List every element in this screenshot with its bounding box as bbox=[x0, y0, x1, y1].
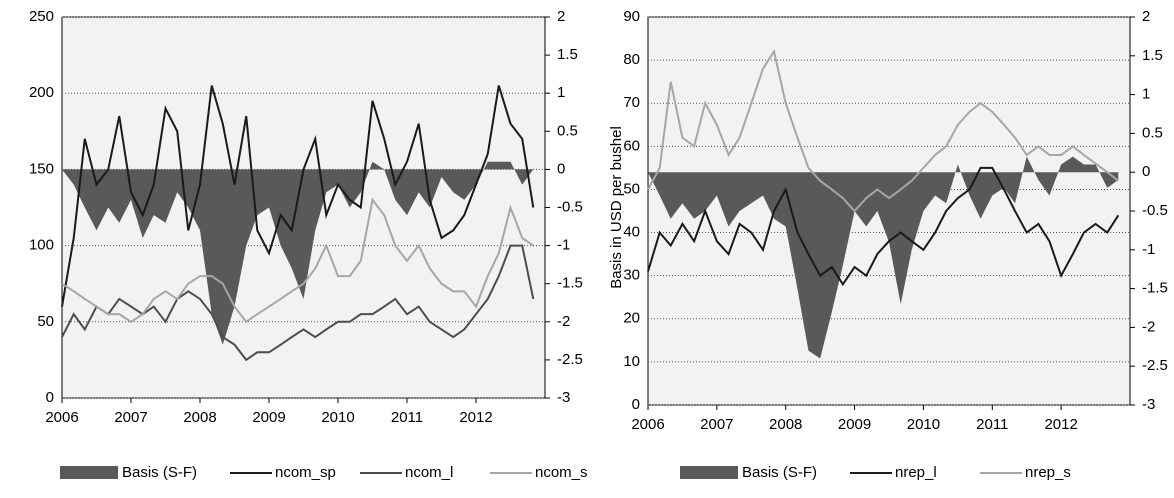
y2-tick-label: -2 bbox=[557, 313, 570, 330]
y2-tick-label: -0.5 bbox=[1142, 202, 1168, 219]
area bbox=[648, 156, 1119, 359]
y2-tick-label: -1 bbox=[1142, 241, 1155, 258]
x-tick-label: 2007 bbox=[700, 416, 733, 433]
legend-swatch bbox=[60, 466, 118, 479]
line bbox=[61, 197, 534, 324]
y-tick-label: 80 bbox=[623, 51, 640, 68]
x-tick-label: 2006 bbox=[631, 416, 664, 433]
x-tick-label: 2006 bbox=[45, 409, 78, 426]
y2-tick-label: 0 bbox=[557, 160, 565, 177]
area bbox=[62, 161, 534, 345]
y2-tick-label: 0.5 bbox=[557, 122, 578, 139]
y-tick-label: 150 bbox=[29, 160, 54, 177]
x-tick-label: 2011 bbox=[391, 409, 423, 426]
y2-tick-label: -2.5 bbox=[557, 351, 583, 368]
line bbox=[647, 166, 1120, 287]
y-tick-label: 10 bbox=[623, 353, 640, 370]
y2-tick-label: 0 bbox=[1142, 163, 1150, 180]
y-tick-label: 60 bbox=[623, 137, 640, 154]
y2-axis-label: Basis in USD per bushel bbox=[608, 126, 625, 289]
y-tick-label: 200 bbox=[29, 84, 54, 101]
y-tick-label: 90 bbox=[623, 8, 640, 25]
legend-label: Basis (S-F) bbox=[742, 464, 817, 481]
x-tick-label: 2009 bbox=[252, 409, 285, 426]
x-tick-label: 2008 bbox=[769, 416, 802, 433]
legend-label: ncom_l bbox=[405, 464, 453, 481]
y-tick-label: 30 bbox=[623, 267, 640, 284]
y-tick-label: 20 bbox=[623, 310, 640, 327]
y2-tick-label: -3 bbox=[557, 389, 570, 406]
x-tick-label: 2007 bbox=[114, 409, 147, 426]
line bbox=[61, 85, 535, 307]
y2-tick-label: 1.5 bbox=[1142, 47, 1163, 64]
y2-tick-label: 1 bbox=[1142, 86, 1150, 103]
y2-tick-label: -1.5 bbox=[1142, 280, 1168, 297]
legend-label: ncom_sp bbox=[275, 464, 336, 481]
y2-tick-label: 0.5 bbox=[1142, 124, 1163, 141]
y2-tick-label: -1 bbox=[557, 237, 570, 254]
legend-label: nrep_l bbox=[895, 464, 937, 481]
legend-label: nrep_s bbox=[1025, 464, 1071, 481]
x-tick-label: 2010 bbox=[321, 409, 354, 426]
x-tick-label: 2010 bbox=[907, 416, 940, 433]
y2-tick-label: 2 bbox=[557, 8, 565, 25]
x-tick-label: 2008 bbox=[183, 409, 216, 426]
x-tick-label: 2012 bbox=[459, 409, 492, 426]
x-tick-label: 2009 bbox=[838, 416, 871, 433]
y2-tick-label: 1.5 bbox=[557, 46, 578, 63]
y2-tick-label: 2 bbox=[1142, 8, 1150, 25]
legend-label: Basis (S-F) bbox=[122, 464, 197, 481]
y-tick-label: 40 bbox=[623, 224, 640, 241]
x-tick-label: 2012 bbox=[1044, 416, 1077, 433]
x-tick-label: 2011 bbox=[976, 416, 1008, 433]
line bbox=[61, 244, 535, 362]
y-tick-label: 100 bbox=[29, 237, 54, 254]
y-tick-label: 250 bbox=[29, 8, 54, 25]
y2-tick-label: -2.5 bbox=[1142, 357, 1168, 374]
y2-tick-label: -0.5 bbox=[557, 198, 583, 215]
y2-tick-label: 1 bbox=[557, 84, 565, 101]
y2-tick-label: -1.5 bbox=[557, 275, 583, 292]
y2-tick-label: -2 bbox=[1142, 318, 1155, 335]
y-tick-label: 70 bbox=[623, 94, 640, 111]
y-tick-label: 0 bbox=[46, 389, 54, 406]
legend-label: ncom_s bbox=[535, 464, 588, 481]
legend-swatch bbox=[680, 466, 738, 479]
y-tick-label: 0 bbox=[632, 396, 640, 413]
y-tick-label: 50 bbox=[623, 180, 640, 197]
y-tick-label: 50 bbox=[37, 313, 54, 330]
line bbox=[647, 48, 1119, 213]
y2-tick-label: -3 bbox=[1142, 396, 1155, 413]
